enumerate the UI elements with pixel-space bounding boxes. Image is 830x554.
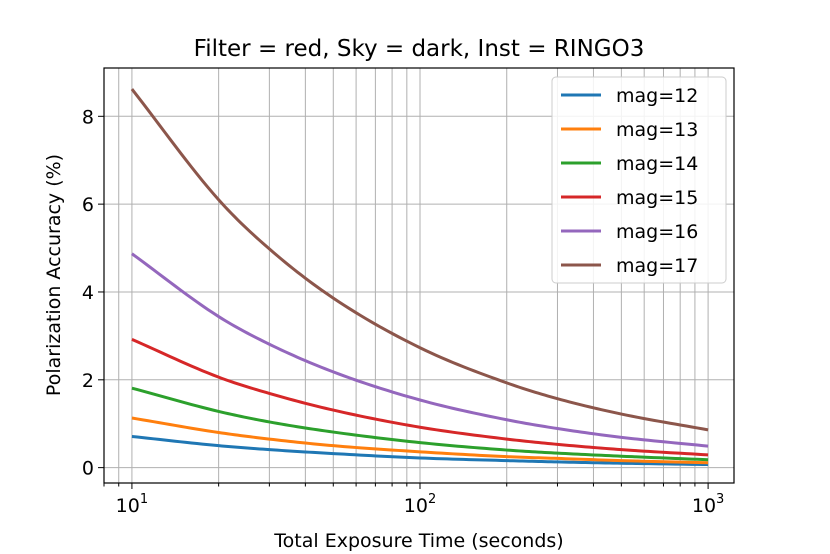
x-tick-label: 103: [692, 492, 724, 517]
x-tick-base: 10: [404, 495, 428, 517]
series-line-mag-15: [131, 338, 709, 457]
legend-label: mag=17: [616, 255, 698, 277]
series-line-mag-17: [130, 88, 709, 432]
y-axis-ticks: 0 2 4 6 8: [82, 106, 104, 480]
legend: mag=12 mag=13 mag=14 mag=15 mag=16 mag=17: [551, 76, 727, 284]
legend-label: mag=15: [616, 187, 698, 209]
series-lines: [130, 88, 709, 467]
x-tick-exponent: 2: [428, 492, 436, 507]
x-axis-label: Total Exposure Time (seconds): [273, 530, 563, 552]
y-tick-label: 0: [82, 458, 94, 480]
series-line-mag-16: [131, 252, 709, 448]
legend-label: mag=12: [616, 85, 698, 107]
legend-box: [551, 76, 727, 284]
x-tick-label: 101: [116, 492, 148, 517]
series-line-mag-13: [131, 416, 709, 465]
chart-title: Filter = red, Sky = dark, Inst = RINGO3: [194, 36, 645, 62]
x-tick-exponent: 3: [716, 492, 724, 507]
plot-frame: [103, 67, 735, 484]
x-tick-exponent: 1: [140, 492, 148, 507]
y-tick-label: 4: [82, 282, 94, 304]
y-axis-label: Polarization Accuracy (%): [43, 154, 65, 396]
x-tick-base: 10: [116, 495, 140, 517]
series-line-mag-14: [131, 386, 709, 462]
y-tick-label: 6: [82, 194, 94, 216]
series-line-mag-12: [131, 434, 709, 467]
legend-label: mag=14: [616, 153, 698, 175]
legend-label: mag=16: [616, 221, 698, 243]
legend-label: mag=13: [616, 119, 698, 141]
x-tick-label: 102: [404, 492, 436, 517]
x-tick-base: 10: [692, 495, 716, 517]
x-axis-ticks: 101 102 103: [103, 483, 724, 517]
y-tick-label: 8: [82, 106, 94, 128]
y-tick-label: 2: [82, 370, 94, 392]
